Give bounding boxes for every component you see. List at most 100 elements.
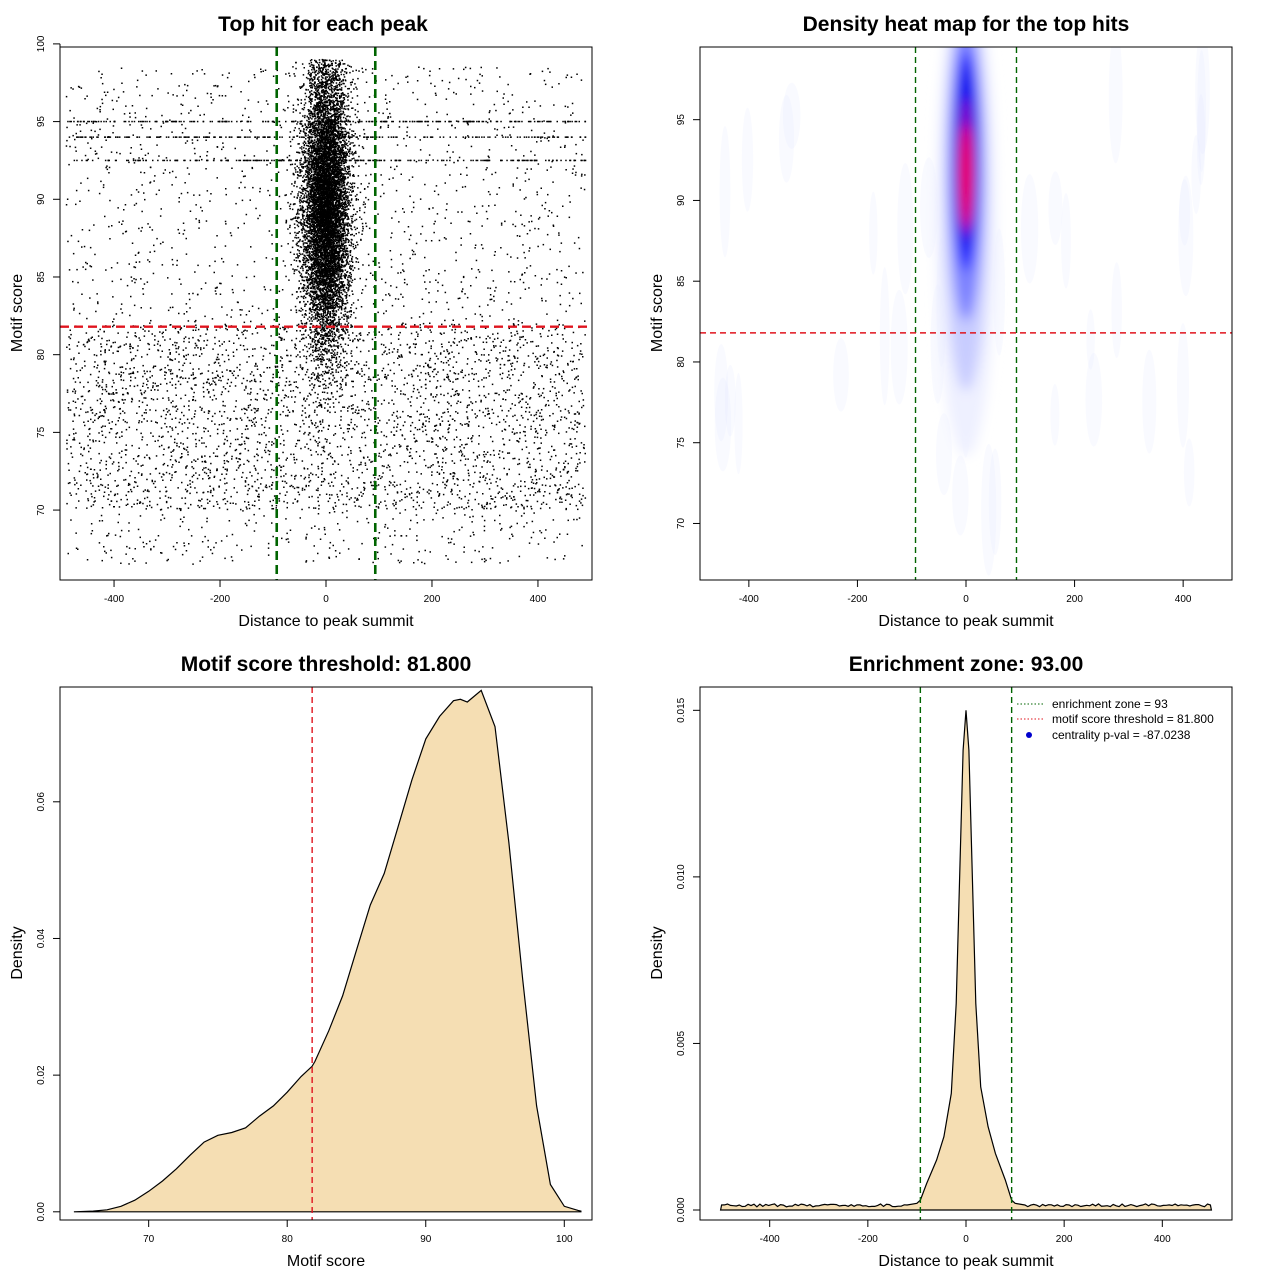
scatter-point: [200, 288, 203, 290]
scatter-point: [98, 542, 101, 544]
scatter-point: [207, 430, 209, 432]
scatter-point: [66, 346, 68, 348]
scatter-point: [392, 120, 394, 123]
scatter-point: [157, 136, 159, 138]
scatter-point: [444, 269, 446, 272]
scatter-point: [174, 387, 177, 389]
scatter-point: [530, 168, 532, 170]
scatter-point: [263, 398, 266, 401]
scatter-point: [305, 484, 307, 487]
scatter-point: [187, 353, 189, 356]
scatter-point: [374, 477, 376, 479]
scatter-point: [310, 472, 312, 474]
scatter-point: [556, 215, 559, 217]
scatter-point: [103, 441, 106, 444]
scatter-point: [566, 471, 569, 473]
scatter-point: [128, 161, 130, 164]
scatter-point: [351, 191, 353, 193]
scatter-point: [275, 476, 278, 479]
scatter-point: [129, 385, 131, 387]
scatter-point: [522, 159, 524, 162]
scatter-point: [515, 510, 517, 512]
scatter-point: [364, 444, 367, 447]
scatter-point: [140, 432, 142, 435]
scatter-point: [399, 416, 402, 418]
scatter-point: [521, 336, 523, 338]
scatter-point: [568, 427, 570, 429]
scatter-point: [453, 543, 455, 545]
scatter-point: [524, 481, 526, 483]
scatter-point: [354, 219, 356, 222]
scatter-point: [393, 485, 396, 488]
scatter-point: [383, 159, 386, 162]
scatter-point: [494, 506, 496, 508]
scatter-point: [577, 375, 579, 377]
scatter-point: [417, 120, 419, 123]
scatter-point: [153, 365, 155, 368]
scatter-point: [471, 136, 474, 138]
scatter-point: [350, 463, 352, 466]
scatter-point: [99, 328, 101, 331]
scatter-point: [381, 370, 383, 372]
scatter-point: [298, 373, 300, 376]
scatter-point: [304, 330, 307, 332]
scatter-point: [500, 497, 502, 499]
scatter-point: [289, 75, 291, 77]
scatter-point: [411, 457, 413, 460]
scatter-point: [464, 66, 467, 69]
scatter-point: [523, 364, 525, 367]
scatter-point: [536, 482, 538, 484]
scatter-point: [87, 444, 89, 447]
scatter-point: [70, 333, 72, 336]
scatter-point: [525, 401, 527, 403]
scatter-point: [361, 67, 363, 70]
scatter-point: [136, 79, 139, 82]
scatter-point: [388, 480, 391, 483]
scatter-point: [375, 425, 378, 427]
scatter-point: [290, 453, 292, 456]
scatter-point: [83, 360, 86, 363]
scatter-point: [117, 400, 120, 403]
scatter-point: [198, 221, 201, 224]
scatter-point: [352, 340, 354, 343]
scatter-point: [96, 107, 99, 110]
scatter-point: [136, 485, 139, 487]
scatter-point: [248, 80, 250, 83]
scatter-point: [117, 332, 119, 334]
scatter-point: [560, 283, 563, 285]
scatter-point: [424, 372, 427, 375]
scatter-point: [96, 472, 98, 475]
scatter-point: [327, 397, 329, 400]
scatter-point: [257, 409, 259, 412]
scatter-point: [165, 408, 168, 410]
scatter-point: [475, 401, 477, 403]
scatter-point: [410, 405, 412, 407]
scatter-point: [522, 344, 525, 346]
scatter-point: [192, 336, 194, 339]
scatter-point: [201, 407, 203, 410]
scatter-point: [83, 421, 85, 423]
scatter-point: [279, 492, 281, 495]
scatter-point: [271, 504, 273, 507]
scatter-point: [161, 332, 163, 335]
scatter-point: [296, 253, 298, 255]
scatter-point: [72, 134, 74, 137]
scatter-point: [183, 447, 185, 450]
scatter-point: [387, 527, 389, 529]
scatter-point: [570, 476, 573, 478]
scatter-point: [412, 250, 415, 253]
scatter-point: [327, 482, 330, 485]
scatter-point: [391, 380, 393, 382]
scatter-point: [553, 428, 555, 431]
scatter-point: [403, 305, 405, 307]
scatter-point: [192, 354, 195, 357]
scatter-point: [165, 501, 168, 504]
scatter-point: [555, 404, 558, 406]
scatter-point: [65, 95, 68, 98]
scatter-point: [259, 380, 262, 383]
scatter-point: [156, 398, 159, 400]
scatter-point: [528, 106, 530, 108]
scatter-point: [105, 552, 107, 554]
scatter-point: [370, 409, 372, 411]
scatter-point: [141, 421, 143, 423]
